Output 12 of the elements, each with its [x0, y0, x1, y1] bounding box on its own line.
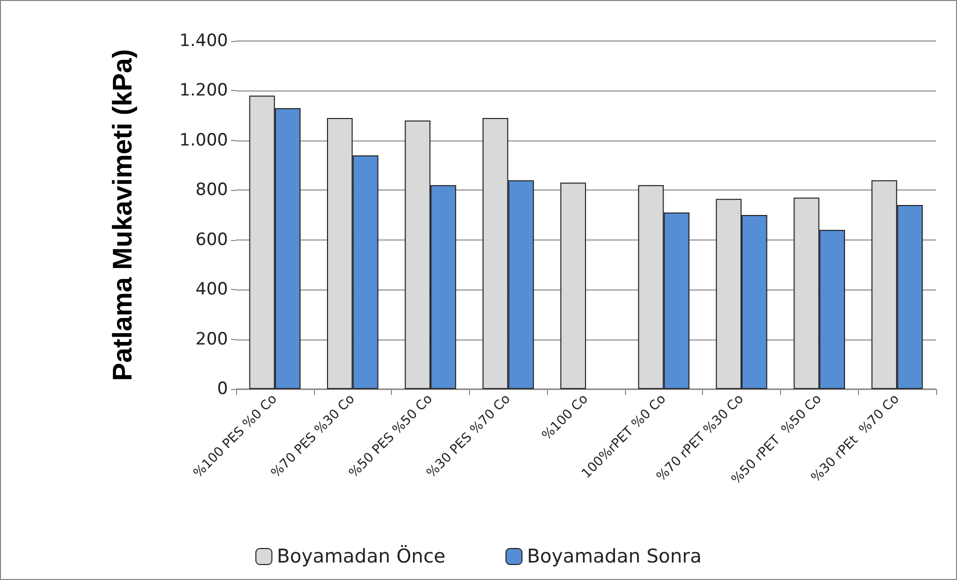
legend-label: Boyamadan Önce [276, 544, 446, 568]
y-tick-label: 0 [217, 379, 228, 399]
y-tick-label: 200 [196, 329, 228, 350]
y-tick-label: 1.200 [179, 80, 228, 101]
y-axis-title: Patlama Mukavimeti (kPa) [108, 49, 138, 381]
y-tick-label: 1.400 [179, 31, 228, 51]
y-tick-label: 1.000 [179, 130, 228, 150]
legend-label: Boyamadan Sonra [526, 546, 702, 568]
y-tick-label: 800 [196, 180, 228, 200]
y-tick-label: 400 [196, 280, 228, 300]
y-tick-label: 600 [196, 230, 228, 250]
bar [560, 182, 586, 389]
